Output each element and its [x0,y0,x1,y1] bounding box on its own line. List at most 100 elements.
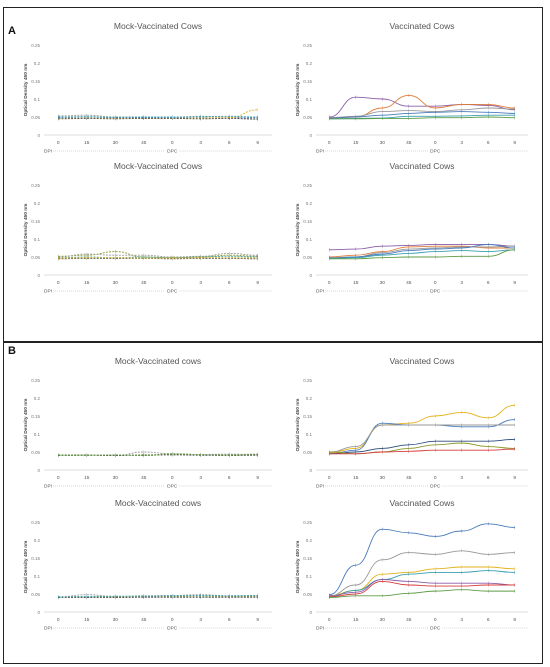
series-line-2 [329,550,515,597]
y-tick-label: 0.25 [303,183,312,188]
series-line-2 [58,595,258,598]
series-line-1 [58,451,258,457]
chart-title: Mock-Vaccinated Cows [114,21,202,31]
y-tick-label: 0.05 [303,592,312,597]
dpi-label: DPI [316,289,324,295]
x-tick-label: 45 [141,617,147,623]
x-tick-label: 45 [406,140,412,146]
dpc-label: DPC [430,149,441,155]
y-tick-label: 0.15 [303,79,312,84]
y-tick-label: 0.2 [306,396,313,401]
series-line-4 [329,243,515,259]
x-tick-label: 9 [513,475,516,481]
x-tick-label: 0 [171,475,174,481]
y-tick-label: 0 [37,610,40,615]
chart-title: Vaccinated Cows [389,161,454,171]
x-tick-label: 0 [171,617,174,623]
y-tick-label: 0.05 [31,450,40,455]
x-tick-label: 3 [460,280,463,286]
y-tick-label: 0.2 [34,201,41,206]
y-tick-label: 0.25 [31,378,40,383]
x-tick-label: 9 [513,140,516,146]
panel-b: B [3,342,543,664]
series-line-6 [329,448,515,455]
x-tick-label: 15 [84,617,90,623]
y-tick-label: 0.05 [31,592,40,597]
x-tick-label: 45 [141,280,147,286]
dpi-label: DPI [316,484,324,490]
x-tick-label: 0 [434,280,437,286]
y-tick-label: 0.2 [34,538,41,543]
x-tick-label: 6 [487,617,490,623]
y-tick-label: 0.2 [34,396,41,401]
y-tick-label: 0.15 [303,556,312,561]
x-tick-label: 30 [113,475,119,481]
x-tick-label: 0 [57,140,60,146]
series-line-4 [58,594,258,598]
y-axis-title: Optical Density 450 nm [295,64,301,117]
series-line-3 [329,107,515,119]
x-tick-label: 6 [487,140,490,146]
y-tick-label: 0.1 [306,432,313,437]
x-tick-label: 0 [328,280,331,286]
x-tick-label: 30 [113,280,119,286]
dpi-label: DPI [316,626,324,632]
panel-label-b: B [8,345,16,357]
x-tick-label: 6 [228,475,231,481]
panel-label-a: A [8,25,16,37]
dpc-label: DPC [167,289,178,295]
y-tick-label: 0.1 [34,97,41,102]
series-line-7 [329,589,515,599]
y-tick-label: 0.25 [31,183,40,188]
x-tick-label: 0 [434,475,437,481]
y-tick-label: 0.1 [34,574,41,579]
x-tick-label: 30 [380,280,386,286]
series-line-1 [329,96,515,118]
y-tick-label: 0.15 [303,219,312,224]
dpc-label: DPC [430,289,441,295]
chart-2: Vaccinated Cows 0 0.05 0.1 0.15 0.2 0.25 Optica… [295,21,528,155]
y-tick-label: 0 [37,468,40,473]
y-axis-title: Optical Density 450 nm [295,204,301,257]
x-tick-label: 9 [256,140,259,146]
y-tick-label: 0.05 [31,115,40,120]
series-line-1 [329,404,515,454]
y-tick-label: 0.25 [31,43,40,48]
series-line-2 [58,252,258,258]
y-tick-label: 0 [309,273,312,278]
x-tick-label: 0 [57,475,60,481]
x-tick-label: 0 [171,140,174,146]
y-axis-title: Optical Density 450 nm [23,399,29,452]
series-line-4 [58,453,258,457]
x-tick-label: 30 [113,140,119,146]
x-tick-label: 3 [460,617,463,623]
y-tick-label: 0.05 [303,255,312,260]
x-tick-label: 6 [228,140,231,146]
y-tick-label: 0.2 [34,61,41,66]
dpi-label: DPI [44,149,52,155]
chart-3: Mock-Vaccinated Cows 0 0.05 0.1 0.15 0.2 0.25 O… [23,161,272,295]
chart-title: Vaccinated Cows [389,356,454,366]
x-tick-label: 3 [199,140,202,146]
series-line-3 [58,255,258,259]
dpc-label: DPC [167,149,178,155]
x-tick-label: 9 [513,617,516,623]
y-tick-label: 0.1 [34,432,41,437]
y-tick-label: 0.05 [303,450,312,455]
dpi-label: DPI [44,626,52,632]
dpc-label: DPC [430,626,441,632]
series-line-3 [329,424,515,453]
y-tick-label: 0.2 [306,61,313,66]
x-tick-label: 15 [353,280,359,286]
y-tick-label: 0.2 [306,538,313,543]
x-tick-label: 3 [199,280,202,286]
series-line-5 [329,249,515,259]
dpc-label: DPC [430,484,441,490]
series-line-6 [329,116,515,120]
x-tick-label: 9 [256,475,259,481]
y-tick-label: 0.15 [31,556,40,561]
x-tick-label: 6 [487,280,490,286]
y-tick-label: 0.15 [31,79,40,84]
y-tick-label: 0.15 [303,414,312,419]
